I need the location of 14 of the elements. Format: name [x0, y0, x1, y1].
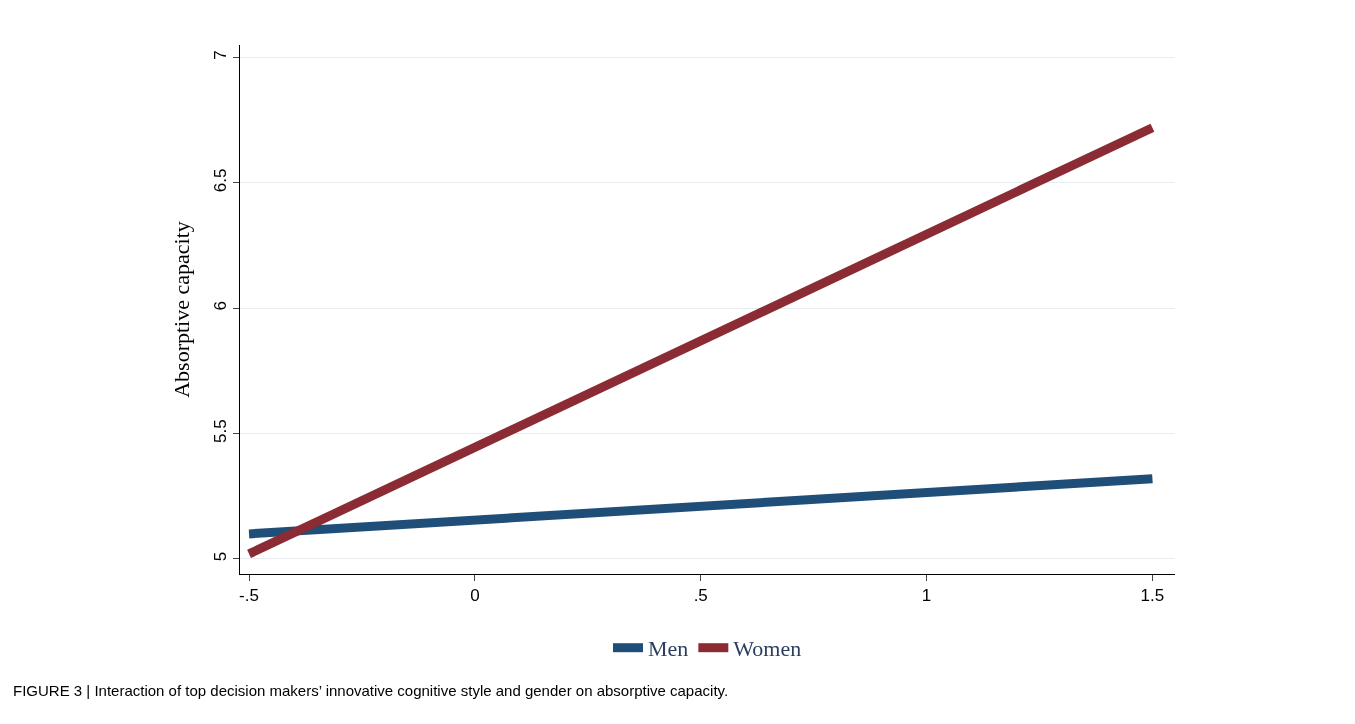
y-tick-label: 6.5: [211, 168, 231, 193]
y-tick-label: 5: [211, 551, 231, 562]
y-tick-label: 5.5: [211, 419, 231, 443]
x-tick-label: 0: [470, 586, 480, 606]
x-tick-label: .5: [693, 586, 708, 606]
y-axis-title: Absorptive capacity: [169, 221, 194, 398]
caption: FIGURE 3 | Interaction of top decision makers’ innovative cognitive style and gender on absorptive capacity.: [13, 682, 729, 699]
x-tick-label: -.5: [239, 586, 259, 606]
legend-label: Women: [733, 636, 802, 662]
x-tick-label: 1: [921, 586, 932, 606]
y-tick-label: 7: [211, 50, 231, 60]
legend-label: Men: [648, 636, 689, 662]
y-tick-label: 6: [211, 300, 231, 311]
x-tick-label: 1.5: [1140, 586, 1165, 606]
